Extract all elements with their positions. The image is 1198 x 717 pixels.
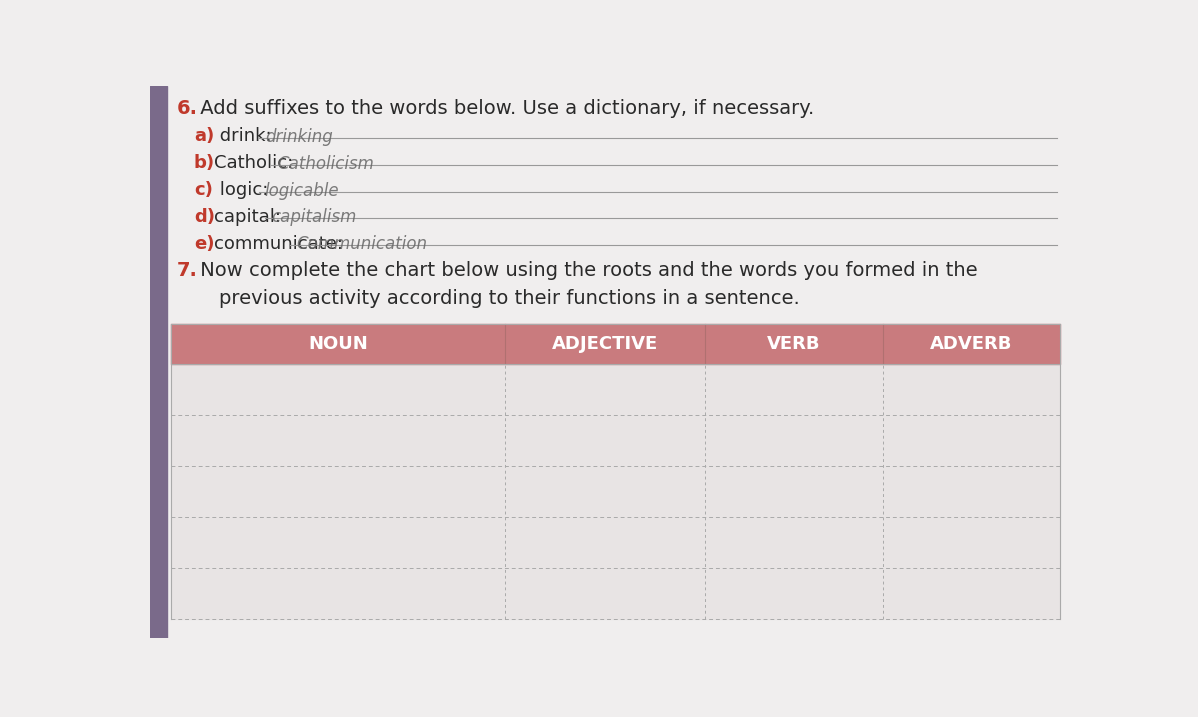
- Text: logicable: logicable: [265, 181, 339, 199]
- Text: drink:: drink:: [214, 127, 272, 145]
- Text: a): a): [194, 127, 214, 145]
- Text: 7.: 7.: [177, 261, 198, 280]
- Text: Add suffixes to the words below. Use a dictionary, if necessary.: Add suffixes to the words below. Use a d…: [194, 99, 815, 118]
- Text: Catholic:: Catholic:: [214, 154, 294, 172]
- Bar: [150, 86, 167, 638]
- Text: ADVERB: ADVERB: [931, 335, 1012, 353]
- Text: drinking: drinking: [265, 128, 333, 146]
- Text: capitalism: capitalism: [271, 209, 357, 227]
- Text: c): c): [194, 181, 213, 199]
- Text: e): e): [194, 234, 214, 252]
- Text: logic:: logic:: [214, 181, 268, 199]
- Text: Now complete the chart below using the roots and the words you formed in the
   : Now complete the chart below using the r…: [194, 261, 978, 308]
- Text: NOUN: NOUN: [308, 335, 368, 353]
- Text: 6.: 6.: [177, 99, 198, 118]
- Bar: [171, 324, 1060, 364]
- Text: Communication: Communication: [297, 235, 428, 253]
- Text: Catholicism: Catholicism: [278, 155, 374, 173]
- Text: d): d): [194, 208, 214, 226]
- Text: ADJECTIVE: ADJECTIVE: [551, 335, 658, 353]
- Text: VERB: VERB: [767, 335, 821, 353]
- Text: b): b): [194, 154, 216, 172]
- Text: communicate:: communicate:: [214, 234, 343, 252]
- Bar: [171, 324, 1060, 619]
- Text: capital:: capital:: [214, 208, 282, 226]
